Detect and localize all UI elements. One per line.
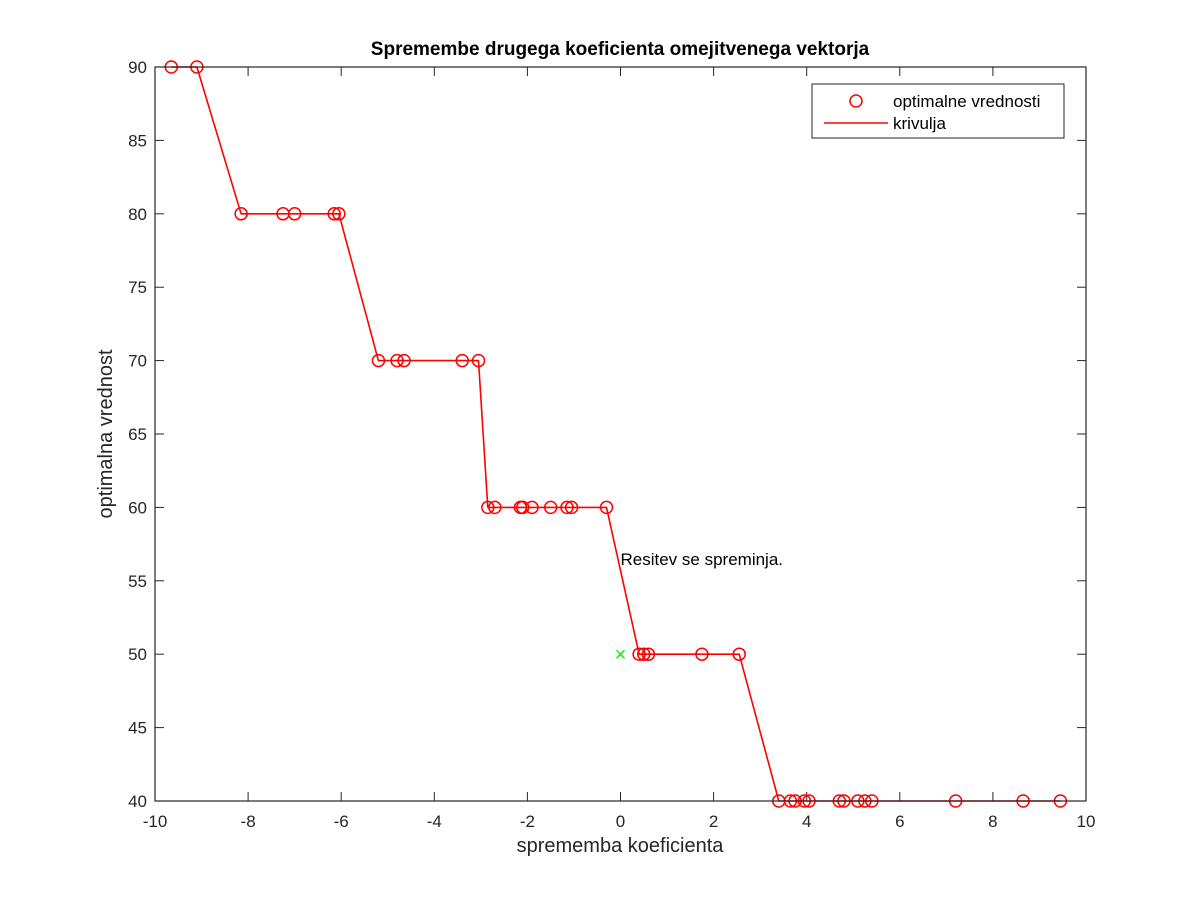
data-point-marker bbox=[637, 647, 651, 661]
data-point-marker bbox=[564, 500, 579, 515]
y-axis-title: optimalna vrednost bbox=[95, 349, 117, 518]
y-tick-label: 90 bbox=[128, 58, 147, 77]
x-tick-label: -8 bbox=[241, 812, 256, 831]
data-point-marker bbox=[641, 647, 656, 661]
current-point-x-marker bbox=[615, 649, 626, 659]
data-point-marker bbox=[481, 500, 495, 515]
legend-marker-circle bbox=[849, 94, 863, 108]
x-tick-label: 2 bbox=[709, 812, 718, 831]
data-point-marker bbox=[560, 500, 574, 515]
data-point-marker bbox=[455, 353, 469, 368]
data-point-marker bbox=[488, 500, 502, 515]
x-tick-label: 0 bbox=[616, 812, 625, 831]
data-point-marker bbox=[525, 500, 539, 515]
x-tick-label: 8 bbox=[988, 812, 997, 831]
data-point-marker bbox=[732, 647, 746, 661]
data-point-marker bbox=[695, 647, 709, 661]
data-point-marker bbox=[543, 500, 558, 515]
data-point-marker bbox=[471, 353, 486, 368]
legend-label-markers: optimalne vrednosti bbox=[893, 92, 1040, 111]
data-point-marker bbox=[234, 207, 248, 221]
y-tick-label: 45 bbox=[128, 719, 147, 738]
y-tick-label: 80 bbox=[128, 205, 147, 224]
data-point-marker bbox=[332, 207, 346, 221]
data-point-marker bbox=[397, 353, 411, 368]
legend-box bbox=[811, 83, 1065, 139]
y-tick-label: 75 bbox=[128, 278, 147, 297]
data-point-marker bbox=[515, 500, 530, 515]
y-tick-label: 40 bbox=[128, 792, 147, 811]
plot-area bbox=[155, 67, 1086, 801]
x-tick-label: -10 bbox=[143, 812, 168, 831]
y-tick-label: 70 bbox=[128, 352, 147, 371]
x-tick-label: 4 bbox=[802, 812, 811, 831]
x-tick-label: -4 bbox=[427, 812, 442, 831]
y-tick-label: 65 bbox=[128, 425, 147, 444]
x-tick-labels: -10 -8 -6 -4 -2 0 2 4 6 8 10 bbox=[143, 812, 1096, 831]
legend-label-line: krivulja bbox=[893, 114, 946, 133]
y-tick-label: 85 bbox=[128, 131, 147, 150]
x-axis-title: sprememba koeficienta bbox=[517, 835, 725, 857]
data-point-marker bbox=[327, 207, 341, 221]
x-tick-label: -2 bbox=[520, 812, 535, 831]
x-tick-label: 6 bbox=[895, 812, 904, 831]
annotation-text: Resitev se spreminja. bbox=[621, 550, 784, 569]
x-tick-label: -6 bbox=[334, 812, 349, 831]
plot-frame bbox=[154, 66, 1087, 802]
current-point-layer bbox=[615, 649, 626, 659]
legend: optimalne vrednosti krivulja bbox=[811, 83, 1065, 139]
y-tick-label: 50 bbox=[128, 645, 147, 664]
x-tick-label: 10 bbox=[1077, 812, 1096, 831]
data-point-marker bbox=[390, 353, 404, 368]
y-tick-labels: 40 45 50 55 60 65 70 75 80 85 90 bbox=[128, 58, 147, 811]
data-point-marker bbox=[371, 353, 386, 368]
y-tick-label: 60 bbox=[128, 498, 147, 517]
data-point-marker bbox=[632, 647, 646, 661]
chart-title: Spremembe drugega koeficienta omejitvene… bbox=[371, 39, 870, 60]
data-point-marker bbox=[287, 207, 302, 221]
y-tick-label: 55 bbox=[128, 572, 147, 591]
data-point-marker bbox=[599, 500, 614, 515]
